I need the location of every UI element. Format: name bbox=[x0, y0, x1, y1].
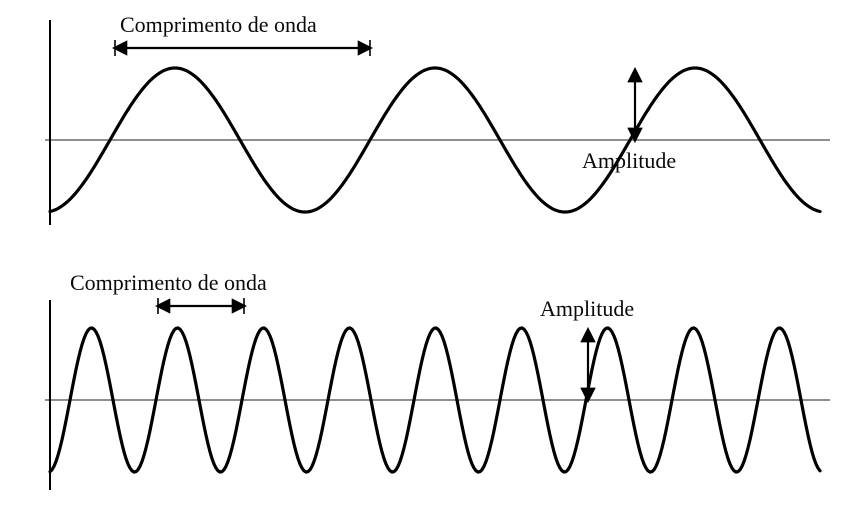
bottom-amplitude-label: Amplitude bbox=[540, 296, 634, 322]
bottom-wavelength-label: Comprimento de onda bbox=[70, 270, 267, 296]
top-wavelength-label: Comprimento de onda bbox=[120, 12, 317, 38]
top-amplitude-label: Amplitude bbox=[582, 148, 676, 174]
wave-diagram bbox=[0, 0, 844, 506]
